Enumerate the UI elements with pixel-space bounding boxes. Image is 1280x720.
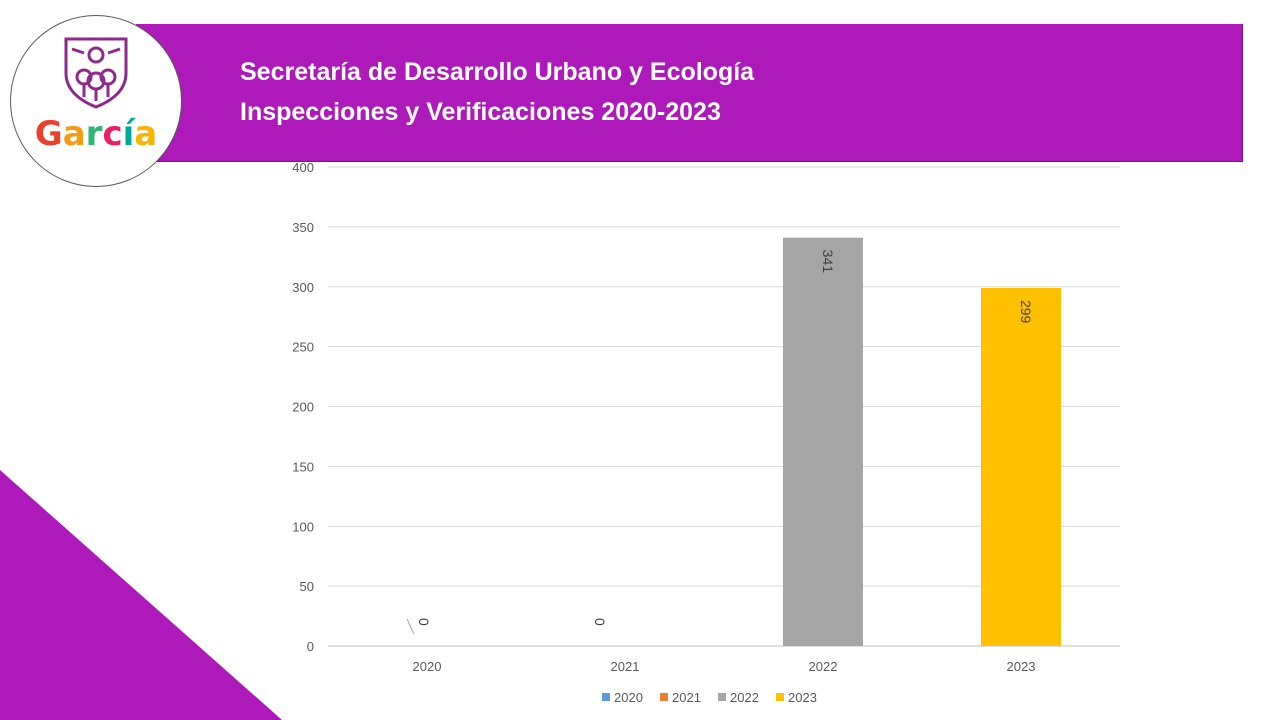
data-label: 0 [592,618,608,626]
x-tick-label: 2021 [611,659,640,674]
logo-letter: G [34,114,63,154]
leader-line [406,618,415,635]
legend-swatch [718,693,726,701]
y-tick-label: 250 [292,340,314,355]
bars [783,237,1061,646]
legend-label: 2021 [672,690,701,705]
garcia-logo: García [10,15,182,187]
legend-label: 2020 [614,690,643,705]
x-axis-ticks: 2020 2021 2022 2023 [413,659,1036,674]
x-tick-label: 2023 [1007,659,1036,674]
y-tick-label: 50 [300,579,314,594]
shield-crest-icon [64,37,128,109]
y-axis-ticks: 0 50 100 150 200 250 300 350 400 [292,160,314,654]
header-banner: Secretaría de Desarrollo Urbano y Ecolog… [136,24,1243,162]
logo-wordmark: García [11,114,181,154]
data-labels: 0 0 341 299 [406,250,1034,635]
data-label: 0 [416,618,432,626]
y-tick-label: 150 [292,459,314,474]
y-tick-label: 100 [292,519,314,534]
bar-2022 [783,237,863,646]
corner-decoration [0,470,282,720]
x-tick-label: 2020 [413,659,442,674]
page-title: Secretaría de Desarrollo Urbano y Ecolog… [240,58,755,86]
page-subtitle: Inspecciones y Verificaciones 2020-2023 [240,98,721,126]
legend: 2020 2021 2022 2023 [602,690,817,705]
legend-swatch [602,693,610,701]
legend-swatch [776,693,784,701]
legend-swatch [660,693,668,701]
logo-letter: c [102,114,123,154]
y-tick-label: 400 [292,160,314,175]
logo-letter: a [134,114,158,154]
legend-label: 2023 [788,690,817,705]
logo-letter: a [62,114,86,154]
y-tick-label: 350 [292,220,314,235]
data-label: 299 [1018,300,1034,324]
y-tick-label: 0 [307,639,314,654]
bar-2023 [981,287,1061,646]
legend-label: 2022 [730,690,759,705]
x-tick-label: 2022 [809,659,838,674]
y-tick-label: 200 [292,400,314,415]
logo-letter: í [122,114,135,154]
y-tick-label: 300 [292,280,314,295]
logo-letter: r [85,114,103,154]
data-label: 341 [820,250,836,274]
